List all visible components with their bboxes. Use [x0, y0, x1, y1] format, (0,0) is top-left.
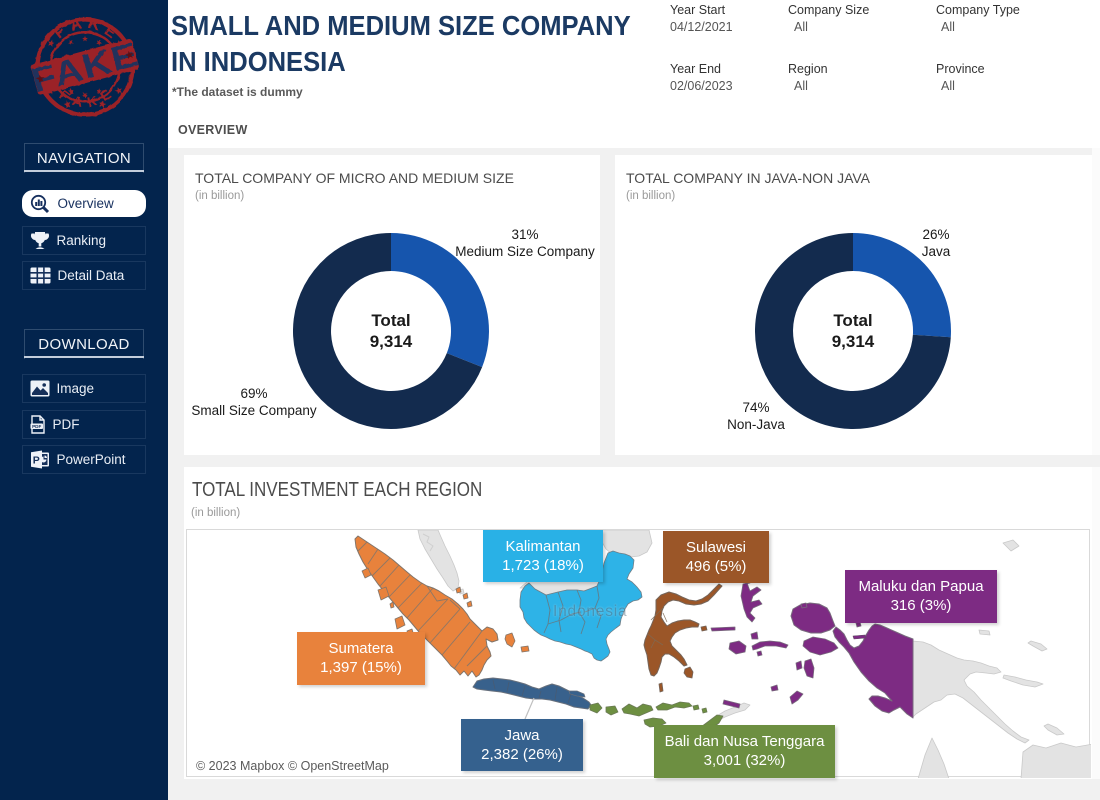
svg-text:K: K: [86, 93, 99, 110]
svg-text:PDF: PDF: [32, 424, 41, 429]
svg-text:P: P: [33, 455, 40, 467]
svg-text:A: A: [69, 15, 84, 34]
svg-text:K: K: [87, 15, 102, 34]
svg-text:A: A: [71, 93, 84, 110]
